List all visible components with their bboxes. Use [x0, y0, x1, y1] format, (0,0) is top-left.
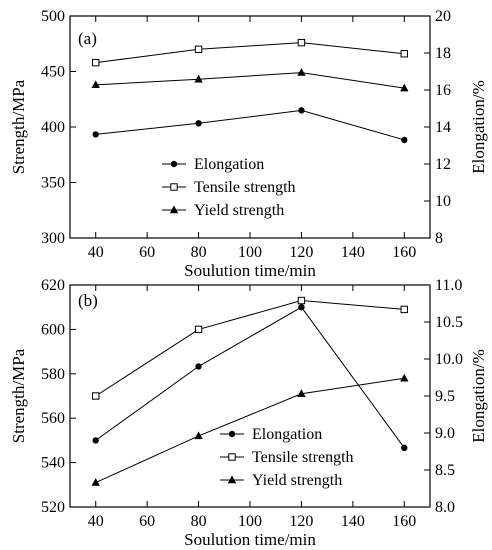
legend-marker-square — [170, 183, 178, 191]
legend-label: Elongation — [252, 426, 322, 443]
y-tick-label: 560 — [41, 410, 65, 427]
y2-tick-label: 12 — [435, 156, 451, 173]
panel-label: (a) — [78, 29, 97, 48]
data-point-triangle — [194, 431, 203, 440]
legend-marker-dot — [170, 160, 178, 168]
y2-axis-title: Elongation/% — [469, 80, 488, 173]
legend-marker-triangle — [169, 205, 179, 214]
y2-tick-label: 8 — [435, 230, 443, 247]
x-tick-label: 140 — [341, 244, 365, 261]
data-point-triangle — [400, 83, 409, 92]
x-tick-label: 80 — [191, 244, 207, 261]
data-point-square — [194, 325, 203, 334]
series-line-triangle — [95, 72, 405, 89]
y-tick-label: 300 — [41, 230, 65, 247]
y2-tick-label: 9.5 — [435, 388, 455, 405]
series-line-dot — [95, 306, 405, 449]
x-axis-title: Soulution time/min — [184, 261, 316, 280]
legend-marker-triangle — [227, 475, 237, 484]
legend-label: Elongation — [194, 156, 264, 173]
y-tick-label: 620 — [41, 277, 65, 294]
data-point-dot — [401, 136, 408, 144]
data-point-triangle — [91, 478, 100, 486]
x-tick-label: 160 — [392, 244, 416, 261]
data-point-square — [400, 305, 408, 314]
y2-tick-label: 10.5 — [435, 314, 463, 331]
y2-tick-label: 10.0 — [435, 351, 463, 368]
series-line-triangle — [95, 377, 405, 484]
data-point-triangle — [91, 80, 100, 89]
y2-tick-label: 14 — [435, 119, 451, 136]
y2-tick-label: 16 — [435, 82, 451, 99]
series-line-dot — [95, 109, 405, 141]
data-point-triangle — [297, 389, 306, 397]
data-point-triangle — [297, 68, 306, 76]
series-line-square — [95, 300, 405, 397]
y2-axis-title: Elongation/% — [469, 349, 488, 442]
data-point-square — [297, 296, 306, 305]
legend-label: Yield strength — [194, 202, 284, 219]
y-tick-label: 540 — [41, 455, 65, 472]
chart-panel-a: 40 60 80 100 120 140 160 300 350 400 450 500 8 10 12 14… — [9, 8, 488, 280]
y-tick-label: 600 — [41, 321, 65, 338]
y-tick-label: 520 — [41, 499, 65, 516]
data-point-square — [194, 45, 203, 53]
x-tick-label: 140 — [341, 513, 365, 530]
y2-tick-label: 8.5 — [435, 462, 455, 479]
plot-frame — [69, 284, 431, 508]
x-tick-label: 60 — [139, 513, 155, 530]
y-tick-label: 450 — [41, 64, 65, 81]
x-tick-label: 160 — [392, 513, 416, 530]
x-tick-label: 40 — [88, 513, 104, 530]
data-point-square — [92, 58, 100, 67]
y2-tick-label: 11.0 — [435, 277, 462, 294]
data-point-dot — [92, 131, 99, 138]
x-tick-label: 120 — [289, 244, 313, 261]
y-tick-label: 350 — [41, 175, 65, 192]
y-tick-label: 580 — [41, 366, 65, 383]
legend-marker-dot — [228, 430, 236, 438]
data-point-dot — [298, 107, 305, 114]
y2-tick-label: 8.0 — [435, 499, 455, 516]
x-axis-title: Soulution time/min — [184, 530, 316, 549]
legend-label: Tensile strength — [194, 179, 296, 196]
y2-tick-label: 18 — [435, 45, 451, 62]
series-line-square — [95, 42, 405, 64]
legend-label: Yield strength — [252, 472, 342, 489]
legend-label: Tensile strength — [252, 449, 354, 466]
data-point-square — [400, 50, 408, 58]
x-tick-label: 120 — [289, 513, 313, 530]
data-point-dot — [298, 304, 305, 311]
x-tick-label: 40 — [88, 244, 104, 261]
data-point-dot — [92, 437, 99, 444]
legend-marker-square — [228, 453, 236, 461]
x-tick-label: 60 — [139, 244, 155, 261]
data-point-dot — [195, 363, 202, 370]
y2-tick-label: 10 — [435, 193, 451, 210]
y-axis-title: Strength/MPa — [9, 79, 28, 174]
x-tick-label: 100 — [238, 244, 262, 261]
data-point-square — [297, 38, 306, 47]
data-point-dot — [401, 444, 408, 451]
y2-tick-label: 9.0 — [435, 425, 455, 442]
y2-tick-label: 20 — [435, 8, 451, 25]
data-point-square — [92, 392, 100, 400]
y-tick-label: 500 — [41, 8, 65, 25]
chart-panel-b: 40 60 80 100 120 140 160 520 540 560 580 600 620 8.0 8… — [9, 277, 488, 549]
x-tick-label: 100 — [238, 513, 262, 530]
data-point-dot — [195, 120, 202, 127]
data-point-triangle — [400, 373, 409, 382]
data-point-triangle — [194, 74, 203, 83]
x-tick-label: 80 — [191, 513, 207, 530]
panel-label: (b) — [78, 291, 98, 310]
y-axis-title: Strength/MPa — [9, 348, 28, 443]
y-tick-label: 400 — [41, 119, 65, 136]
